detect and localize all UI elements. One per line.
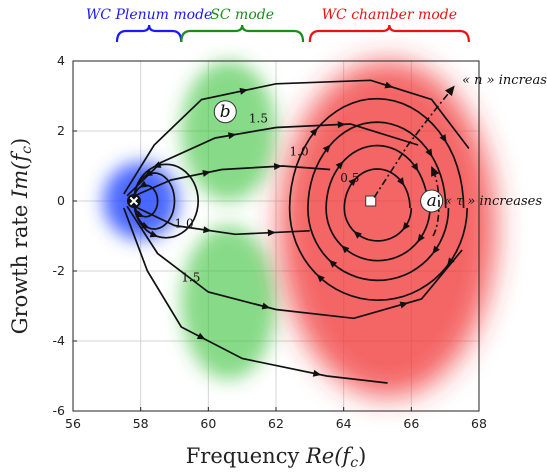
trajectory-lower-0	[123, 207, 388, 384]
mode-label-sc: SC mode	[210, 7, 274, 23]
contour-label: 1.0	[175, 216, 194, 230]
annotation-arrows	[373, 85, 455, 237]
trajectory-arrow	[227, 132, 237, 140]
contour-label: 0.5	[340, 171, 359, 185]
trajectory-arrow	[335, 161, 344, 170]
trajectory-upper-1	[126, 123, 419, 197]
trajectory-arrow	[432, 245, 440, 255]
region-chamber	[279, 61, 496, 397]
trajectory-arrow	[138, 180, 148, 188]
annotation-tau-increases: « τ » increases	[444, 194, 542, 209]
trajectory-arrow	[273, 162, 283, 170]
x-axis-title: Frequency Re(fc)	[186, 444, 367, 471]
contour-label: 1.5	[181, 271, 200, 285]
mode-regions	[103, 61, 496, 397]
trajectory-arrow	[397, 177, 405, 186]
trajectory-upper-2	[130, 165, 331, 199]
trajectory-arrow	[328, 259, 338, 268]
y-tick-label: -6	[53, 403, 66, 418]
trajectory-arrow	[202, 169, 211, 177]
trajectory-lower-1	[126, 205, 463, 320]
trajectory-arrow	[337, 121, 346, 129]
chamber-spiral-0	[343, 168, 413, 242]
fixed-points	[126, 194, 377, 208]
trajectory-arrow	[411, 162, 419, 172]
x-tick-label: 56	[65, 416, 81, 431]
x-tick-label: 68	[471, 416, 487, 431]
y-tick-label: -2	[53, 263, 65, 278]
trajectory-arrow	[402, 222, 411, 231]
arrow-n-increases	[373, 85, 455, 198]
mode-label-wc-chamber: WC chamber mode	[322, 7, 457, 23]
point-label-b-circle	[213, 100, 237, 124]
trajectory-arrow	[425, 148, 433, 158]
trajectory-arrow	[399, 301, 409, 309]
trajectory-arrow	[203, 226, 212, 234]
y-tick-label: 4	[57, 53, 65, 68]
close-icon	[129, 196, 139, 206]
region-sc-lower	[181, 225, 276, 380]
annotation-n-increases: « n » increases	[462, 73, 547, 88]
trajectory-arrow	[149, 230, 159, 238]
trajectory-arrow	[348, 177, 357, 187]
point-label-b: b	[220, 102, 231, 122]
mode-brace-wc-plenum	[115, 24, 183, 43]
trajectory-arrow	[439, 134, 447, 143]
trajectory-arrow	[261, 302, 271, 310]
mode-brace-wc-chamber	[308, 24, 470, 43]
trajectory-arrow	[341, 245, 350, 254]
trajectory-arrow	[267, 229, 276, 237]
axis-ticks: 56 58 60 62 64 66 68 -6 -4 -2 0 2 4	[53, 53, 487, 431]
contour-label: 1.0	[290, 145, 309, 159]
trajectories	[123, 79, 470, 384]
trajectory-arrow	[316, 274, 325, 283]
x-tick-label: 62	[268, 416, 284, 431]
region-sc-upper	[181, 61, 276, 201]
trajectory-arrow	[309, 127, 318, 137]
y-tick-label: 2	[57, 123, 65, 138]
point-label-a: a	[427, 191, 437, 211]
chamber-point-marker	[365, 195, 377, 207]
chamber-spiral-3	[288, 97, 469, 302]
x-tick-label: 60	[200, 416, 216, 431]
trajectory-upper-0	[123, 79, 470, 195]
mode-headers: WC Plenum mode SC mode WC chamber mode	[86, 7, 470, 43]
mode-label-wc-plenum: WC Plenum mode	[86, 7, 212, 23]
x-tick-label: 64	[336, 416, 352, 431]
chamber-spiral-2	[307, 121, 450, 282]
y-tick-label: 0	[57, 193, 65, 208]
trajectory-arrow	[322, 144, 331, 153]
trajectory-arrow	[353, 230, 362, 239]
mode-brace-sc	[180, 24, 305, 43]
x-tick-label: 66	[403, 416, 419, 431]
trajectory-arrow	[239, 87, 249, 95]
point-label-a-circle	[420, 189, 444, 213]
arrow-tau-increases	[431, 165, 440, 237]
trajectory-arrow	[152, 161, 162, 168]
trajectory-arrow	[447, 257, 455, 266]
x-tick-label: 58	[133, 416, 149, 431]
trajectory-arrow	[312, 369, 322, 377]
y-tick-label: -4	[53, 333, 66, 348]
y-axis-title: Growth rate Im(fc)	[8, 138, 35, 334]
trajectory-arrow	[144, 169, 153, 177]
contour-label: 1.5	[249, 111, 268, 125]
trajectory-arrow	[384, 81, 394, 89]
trajectory-arrow	[417, 233, 425, 243]
trajectory-arrow	[196, 332, 206, 340]
